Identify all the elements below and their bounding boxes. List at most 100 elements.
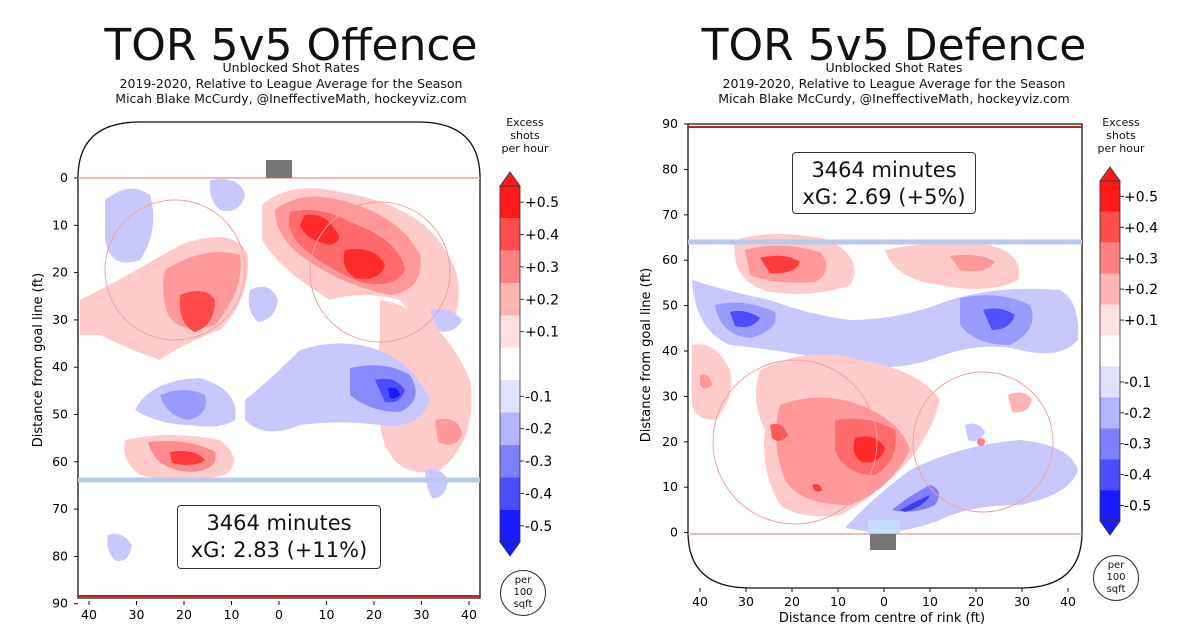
- x-axis-label: Distance from centre of rink (ft): [779, 611, 985, 626]
- x-tick-label: 40: [81, 607, 97, 622]
- colorbar-segment: [500, 315, 520, 348]
- y-tick-label: 0: [60, 170, 68, 185]
- x-tick-label: 0: [880, 594, 888, 609]
- x-tick-label: 20: [784, 594, 800, 609]
- y-tick-label: 10: [662, 479, 678, 494]
- colorbar-min-arrow: [499, 541, 521, 557]
- subtitle-line: 2019-2020, Relative to League Average fo…: [119, 76, 463, 91]
- x-tick-label: 40: [1060, 594, 1076, 609]
- colorbar-tick-label: -0.1: [525, 389, 552, 405]
- goal-net-icon: [266, 160, 292, 178]
- y-tick-label: 50: [662, 298, 678, 313]
- colorbar-left: Excess shots per hour +0.5 +0.4 +0.3 +0.2 +0…: [495, 112, 575, 632]
- colorbar-segment: [1100, 181, 1120, 212]
- subtitle-line: Unblocked Shot Rates: [825, 60, 963, 75]
- per-area-badge: per 100 sqft: [500, 570, 546, 616]
- y-axis: 90 80 70 60 50 40 30 20 10 0: [662, 116, 688, 540]
- colorbar-segment: [500, 347, 520, 381]
- y-tick-label: 20: [662, 434, 678, 449]
- colorbar-max-arrow: [499, 171, 521, 187]
- x-tick-label: 10: [319, 607, 335, 622]
- y-tick-label: 0: [670, 525, 678, 540]
- x-axis: 40 30 20 10 0 10 20 30 40: [692, 588, 1076, 609]
- colorbar-segment: [1100, 490, 1120, 521]
- x-tick-label: 30: [738, 594, 754, 609]
- goal-net-icon: [870, 534, 896, 550]
- x-tick-label: 40: [692, 594, 708, 609]
- defence-plot: 90 80 70 60 50 40 30 20 10 0 40 30 20 10 0 10 20 30 40 Di…: [639, 116, 1083, 626]
- colorbar-title-line: per hour: [501, 142, 549, 155]
- y-tick-label: 70: [662, 207, 678, 222]
- y-tick-label: 50: [52, 407, 68, 422]
- colorbar-title-line: Excess: [1102, 116, 1140, 129]
- colorbar-tick-label: -0.5: [525, 519, 552, 535]
- y-tick-label: 40: [52, 359, 68, 374]
- colorbar-tick-label: +0.3: [1124, 251, 1158, 267]
- colorbar-tick-label: -0.2: [1124, 406, 1151, 422]
- colorbar-min-arrow: [1099, 520, 1121, 536]
- defence-panel: TOR 5v5 Defence Unblocked Shot Rates 201…: [600, 0, 1200, 635]
- y-tick-label: 70: [52, 501, 68, 516]
- colorbar-tick-label: -0.3: [1124, 437, 1151, 453]
- colorbar-segment: [1100, 211, 1120, 243]
- y-tick-label: 80: [52, 548, 68, 563]
- colorbar-tick-label: -0.4: [1124, 468, 1151, 484]
- shot-contours: [80, 179, 472, 561]
- colorbar-tick-label: +0.5: [525, 195, 559, 211]
- x-tick-label: 20: [968, 594, 984, 609]
- colorbar-tick-label: +0.5: [1124, 189, 1158, 205]
- x-tick-label: 10: [224, 607, 240, 622]
- colorbar-tick-label: -0.5: [1124, 499, 1151, 515]
- x-tick-label: 30: [414, 607, 430, 622]
- y-tick-label: 80: [662, 161, 678, 176]
- y-tick-label: 30: [52, 312, 68, 327]
- colorbar-segment: [500, 250, 520, 284]
- colorbar-segment: [500, 509, 520, 542]
- x-tick-label: 30: [1014, 594, 1030, 609]
- colorbar-segment: [1100, 459, 1120, 491]
- colorbar-tick-label: -0.3: [525, 454, 552, 470]
- colorbar-title-line: per hour: [1097, 142, 1145, 155]
- colorbar-tick-label: +0.4: [1124, 220, 1158, 236]
- info-box: 3464 minutes xG: 2.83 (+11%): [177, 505, 381, 569]
- y-tick-label: 60: [662, 252, 678, 267]
- colorbar-segment: [1100, 273, 1120, 305]
- colorbar-tick-label: +0.1: [1124, 313, 1158, 329]
- x-tick-label: 20: [176, 607, 192, 622]
- xg-label: xG: 2.69 (+5%): [802, 185, 966, 209]
- colorbar-tick-label: -0.4: [525, 486, 552, 502]
- y-tick-label: 10: [52, 217, 68, 232]
- colorbar-title-line: Excess: [506, 116, 544, 129]
- x-axis: 40 30 20 10 0 10 20 30 40: [81, 601, 477, 622]
- colorbar-segment: [500, 218, 520, 251]
- colorbar-tick-label: +0.2: [1124, 282, 1158, 298]
- colorbar-tick-label: +0.4: [525, 228, 559, 244]
- offence-panel: TOR 5v5 Offence Unblocked Shot Rates 201…: [31, 22, 481, 622]
- y-tick-label: 90: [662, 116, 678, 131]
- colorbar-tick-label: +0.3: [525, 260, 559, 276]
- x-tick-label: 0: [275, 607, 283, 622]
- info-box: 3464 minutes xG: 2.69 (+5%): [792, 152, 976, 214]
- colorbar-segment: [500, 412, 520, 445]
- y-tick-label: 30: [662, 388, 678, 403]
- chart-title: TOR 5v5 Defence: [701, 20, 1087, 71]
- y-tick-label: 90: [52, 596, 68, 611]
- colorbar-tick-label: -0.2: [525, 422, 552, 438]
- y-tick-label: 20: [52, 265, 68, 280]
- colorbar-segment: [1100, 242, 1120, 274]
- xg-label: xG: 2.83 (+11%): [190, 538, 368, 562]
- per-area-badge: per 100 sqft: [1093, 555, 1139, 601]
- colorbar-tick-label: +0.2: [525, 292, 559, 308]
- minutes-label: 3464 minutes: [206, 511, 352, 535]
- colorbar-tick-label: +0.1: [525, 325, 559, 341]
- x-tick-label: 30: [129, 607, 145, 622]
- colorbar-max-arrow: [1099, 166, 1121, 182]
- colorbar-segment: [500, 380, 520, 413]
- colorbar-segment: [500, 283, 520, 316]
- y-tick-label: 60: [52, 454, 68, 469]
- subtitle-line: 2019-2020, Relative to League Average fo…: [722, 76, 1066, 91]
- x-tick-label: 10: [922, 594, 938, 609]
- x-tick-label: 40: [461, 607, 477, 622]
- colorbar-title-line: shots: [1106, 129, 1136, 142]
- shot-contours: [692, 234, 1079, 534]
